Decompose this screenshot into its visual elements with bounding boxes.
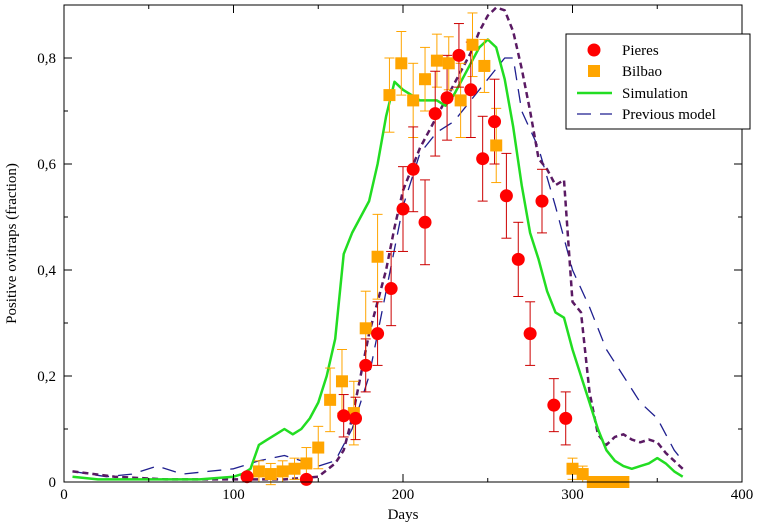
- pieres-point: [452, 48, 466, 62]
- x-tick-label: 100: [222, 487, 245, 503]
- bilbao-point: [454, 94, 467, 107]
- y-tick-label: 0,4: [37, 263, 56, 279]
- bilbao-point: [252, 465, 265, 478]
- bilbao-point: [466, 38, 479, 51]
- pieres-point: [499, 189, 513, 203]
- bilbao-point: [478, 59, 491, 72]
- pieres-point: [299, 472, 313, 486]
- y-tick-label: 0: [49, 475, 57, 491]
- pieres-point: [559, 411, 573, 425]
- legend-label: Pieres: [622, 43, 659, 59]
- pieres-point: [337, 409, 351, 423]
- pieres-point: [440, 91, 454, 105]
- y-tick-label: 0,2: [37, 369, 56, 385]
- bilbao-point: [371, 250, 384, 263]
- x-tick-label: 300: [561, 487, 584, 503]
- bilbao-point: [430, 54, 443, 67]
- x-tick-label: 0: [60, 487, 68, 503]
- bilbao-point: [407, 94, 420, 107]
- legend-label: Bilbao: [622, 64, 662, 80]
- pieres-point: [535, 194, 549, 208]
- pieres-point: [511, 252, 525, 266]
- bilbao-point: [395, 57, 408, 70]
- pieres-point: [384, 282, 398, 296]
- plot-series: [72, 6, 684, 488]
- pieres-point: [359, 358, 373, 372]
- bilbao-point: [419, 73, 432, 86]
- x-axis-title: Days: [388, 507, 419, 523]
- pieres-point: [476, 152, 490, 166]
- pieres-point: [371, 327, 385, 341]
- bilbao-point: [264, 468, 277, 481]
- pieres-point: [488, 115, 502, 129]
- pieres-point: [396, 202, 410, 216]
- x-tick-label: 200: [392, 487, 415, 503]
- dashed-curve-line: [72, 6, 684, 481]
- bilbao-point: [566, 462, 579, 475]
- bilbao-point: [490, 139, 503, 152]
- pieres-point: [240, 470, 254, 484]
- legend-swatch-pieres: [587, 43, 601, 57]
- axes: 0 100 200 300 400 0 0,2 0,4 0,6 0,8: [37, 4, 754, 503]
- bilbao-point: [300, 457, 313, 470]
- pieres-point: [406, 162, 420, 176]
- y-tick-label: 0,6: [37, 157, 56, 173]
- pieres-point: [547, 398, 561, 412]
- pieres-point: [349, 411, 363, 425]
- bilbao-point: [359, 322, 372, 335]
- pieres-point: [428, 107, 442, 121]
- legend-swatch-bilbao: [588, 65, 600, 77]
- bilbao-point: [442, 57, 455, 70]
- bilbao-point: [383, 89, 396, 102]
- bilbao-point: [276, 465, 289, 478]
- bilbao-point: [335, 375, 348, 388]
- legend: Pieres Bilbao Simulation Previous model: [565, 33, 751, 130]
- simulation-line: [72, 38, 684, 481]
- y-tick-label: 0,8: [37, 51, 56, 67]
- bilbao-point: [324, 393, 337, 406]
- bilbao-point: [288, 462, 301, 475]
- bilbao-point: [576, 468, 589, 481]
- bilbao-point: [312, 441, 325, 454]
- legend-label: Simulation: [622, 86, 688, 102]
- x-tick-label: 400: [731, 487, 754, 503]
- legend-label: Previous model: [622, 107, 716, 123]
- y-axis-title: Positive ovitraps (fraction): [4, 163, 20, 324]
- pieres-point: [464, 83, 478, 97]
- pieres-point: [418, 215, 432, 229]
- pieres-point: [523, 327, 537, 341]
- previous-model-line: [72, 57, 684, 478]
